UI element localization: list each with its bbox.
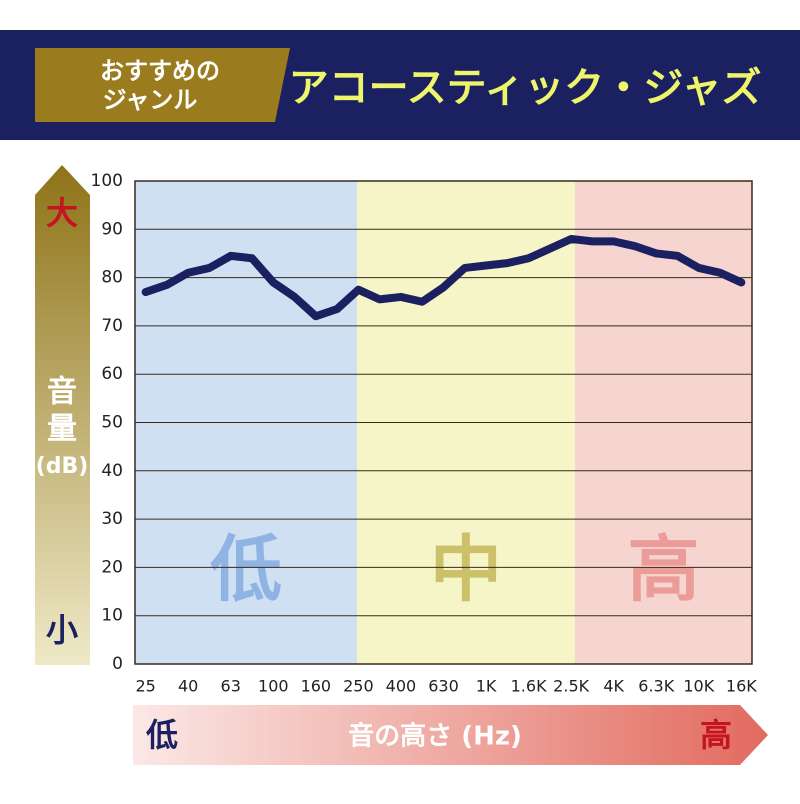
y-axis-label: (dB) — [36, 454, 89, 479]
x-tick-label: 250 — [343, 677, 374, 696]
region-label: 高 — [627, 528, 699, 612]
y-tick-label: 0 — [112, 654, 123, 674]
x-tick-label: 1.6K — [511, 677, 547, 696]
y-tick-label: 10 — [101, 606, 123, 626]
region-label: 中 — [430, 528, 502, 612]
x-tick-label: 100 — [258, 677, 289, 696]
x-tick-label: 6.3K — [638, 677, 674, 696]
x-tick-label: 400 — [386, 677, 417, 696]
y-arrow — [35, 165, 90, 665]
x-axis-label: 音の高さ (Hz) — [348, 721, 522, 752]
y-tick-label: 20 — [101, 557, 123, 577]
tag-box — [35, 48, 290, 122]
y-tick-label: 100 — [91, 171, 123, 191]
y-tick-label: 30 — [101, 509, 123, 529]
x-tick-label: 63 — [221, 677, 241, 696]
x-tick-label: 630 — [428, 677, 459, 696]
x-tick-label: 25 — [135, 677, 155, 696]
x-arrow — [133, 705, 768, 765]
x-tick-label: 4K — [603, 677, 624, 696]
y-axis-bottom: 小 — [46, 611, 78, 649]
x-tick-label: 40 — [178, 677, 198, 696]
x-tick-label: 2.5K — [553, 677, 589, 696]
x-tick-label: 160 — [301, 677, 332, 696]
x-tick-label: 16K — [726, 677, 757, 696]
y-tick-label: 50 — [101, 413, 123, 433]
y-tick-label: 40 — [101, 461, 123, 481]
tag-line: ジャンル — [103, 86, 198, 114]
y-axis-label: 音 — [47, 375, 77, 410]
y-tick-label: 70 — [101, 316, 123, 336]
plot-frame — [134, 180, 753, 665]
header-title: アコースティック・ジャズ — [289, 65, 762, 111]
tag-line: おすすめの — [100, 57, 220, 85]
region-label: 低 — [210, 528, 282, 612]
data-line — [141, 234, 746, 321]
x-tick-label: 10K — [683, 677, 714, 696]
y-tick-label: 60 — [101, 364, 123, 384]
x-axis-right: 高 — [700, 716, 732, 754]
y-tick-label: 90 — [101, 219, 123, 239]
x-axis-left: 低 — [146, 716, 178, 754]
x-tick-label: 1K — [476, 677, 497, 696]
y-axis-label: 量 — [47, 412, 77, 447]
y-tick-label: 80 — [101, 268, 123, 288]
y-axis-top: 大 — [46, 194, 78, 232]
